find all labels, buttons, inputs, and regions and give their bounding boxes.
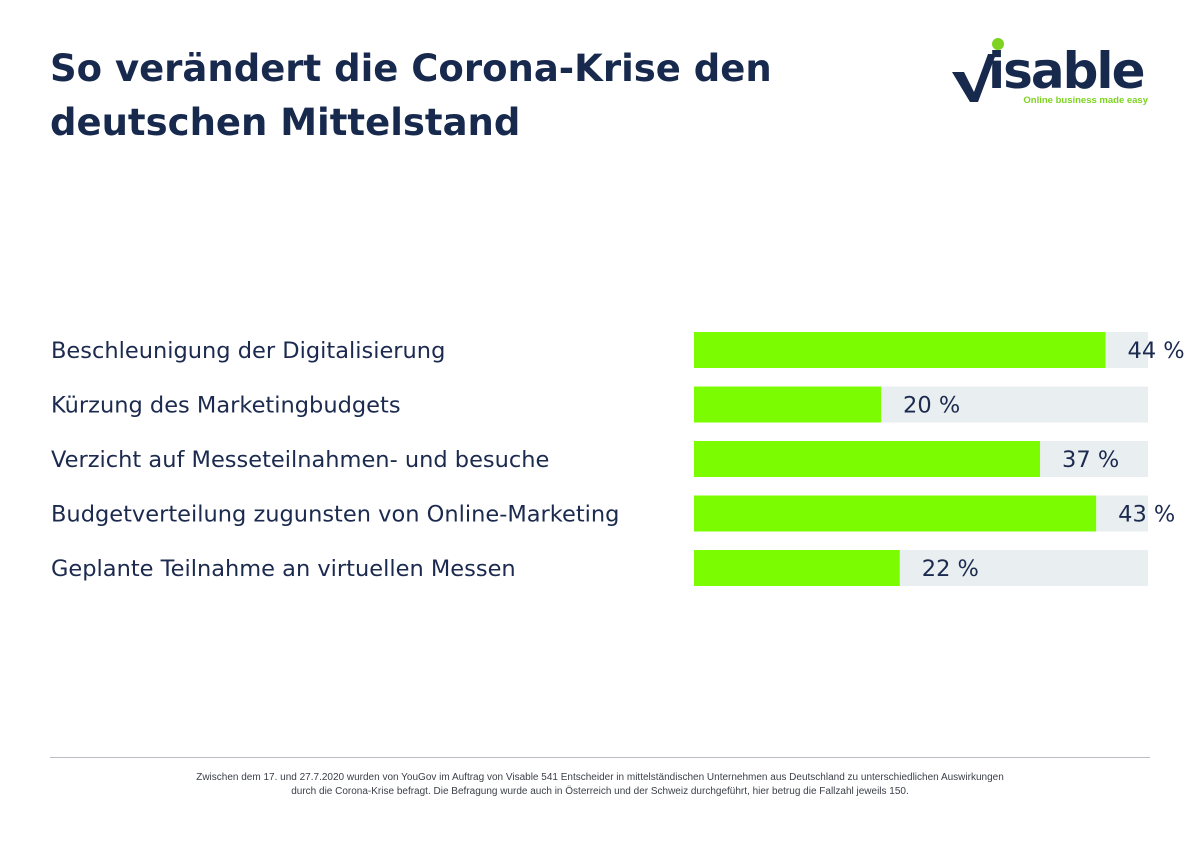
title-line-2: deutschen Mittelstand	[50, 101, 521, 144]
footnote-line-1: Zwischen dem 17. und 27.7.2020 wurden vo…	[196, 772, 1004, 783]
bar	[694, 495, 1097, 532]
bar	[694, 386, 882, 423]
footer-divider	[50, 757, 1150, 758]
page-title: So verändert die Corona-Krise den deutsc…	[50, 42, 810, 150]
logo-wordmark: isable	[988, 42, 1144, 100]
bar	[694, 441, 1041, 477]
value-label: 44 %	[1128, 338, 1185, 364]
value-label: 37 %	[1062, 447, 1119, 473]
bar	[694, 550, 900, 586]
value-label: 22 %	[922, 556, 979, 582]
logo-i-dot	[992, 38, 1004, 50]
title-line-1: So verändert die Corona-Krise den	[50, 47, 772, 90]
footnote: Zwischen dem 17. und 27.7.2020 wurden vo…	[120, 771, 1080, 799]
logo-tagline: Online business made easy	[1023, 95, 1148, 106]
category-label: Verzicht auf Messeteilnahmen- und besuch…	[51, 447, 549, 473]
category-label: Budgetverteilung zugunsten von Online-Ma…	[51, 502, 619, 528]
category-label: Beschleunigung der Digitalisierung	[51, 338, 445, 364]
category-label: Geplante Teilnahme an virtuellen Messen	[51, 556, 516, 582]
value-label: 43 %	[1118, 502, 1175, 528]
logo-v-mark	[952, 54, 996, 102]
value-label: 20 %	[903, 393, 960, 419]
visable-logo-graphic: isable Online business made easy	[952, 38, 1149, 106]
visable-logo: isable Online business made easy	[944, 34, 1154, 114]
bar	[694, 332, 1106, 368]
footnote-line-2: durch die Corona-Krise befragt. Die Befr…	[291, 786, 909, 797]
category-label: Kürzung des Marketingbudgets	[51, 393, 401, 419]
